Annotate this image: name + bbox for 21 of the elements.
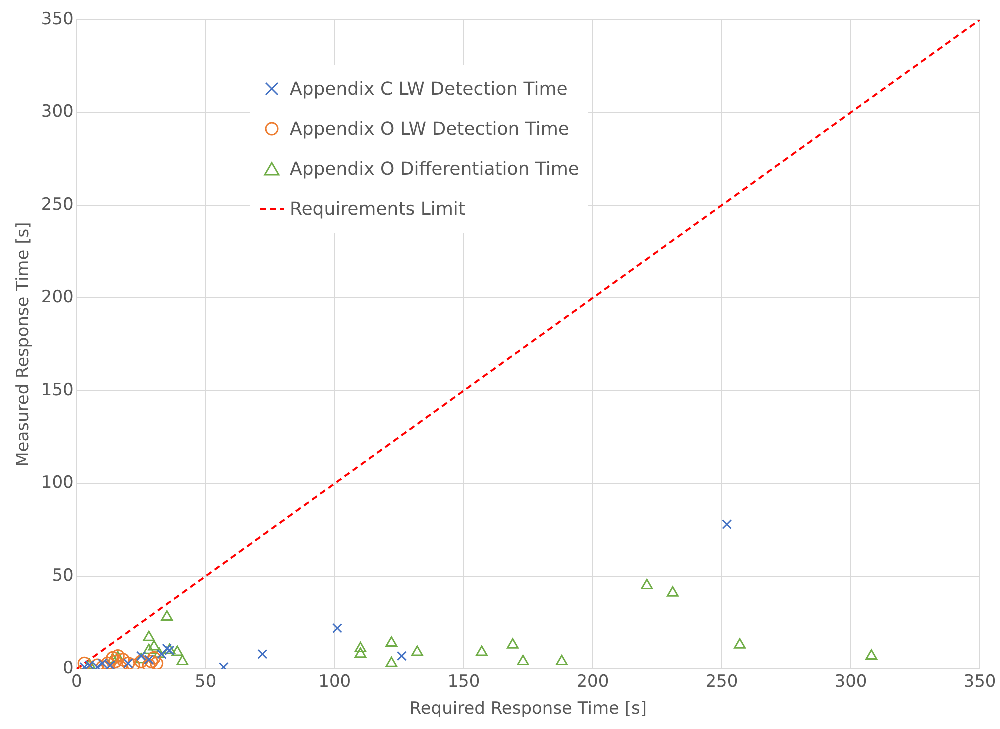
y-axis-title: Measured Response Time [s] xyxy=(14,222,34,467)
x-tick-label: 250 xyxy=(706,672,738,692)
y-tick-label: 150 xyxy=(41,380,74,400)
x-tick-label: 350 xyxy=(964,672,996,692)
legend-label: Requirements Limit xyxy=(290,198,466,220)
x-tick-label: 100 xyxy=(318,672,352,692)
y-tick-label: 250 xyxy=(41,194,74,215)
y-tick-label: 350 xyxy=(41,9,74,30)
legend-label: Appendix O Differentiation Time xyxy=(290,158,580,180)
y-tick-label: 200 xyxy=(41,288,74,308)
x-tick-label: 50 xyxy=(195,672,217,692)
y-tick-label: 50 xyxy=(52,566,74,586)
x-tick-label: 200 xyxy=(576,672,610,692)
y-tick-label: 100 xyxy=(41,473,74,494)
x-tick-label: 150 xyxy=(448,672,480,692)
x-axis-title: Required Response Time [s] xyxy=(410,699,648,720)
legend-label: Appendix O LW Detection Time xyxy=(290,118,570,140)
x-tick-label: 300 xyxy=(834,672,868,692)
y-tick-label: 300 xyxy=(41,102,74,122)
y-tick-label: 0 xyxy=(63,658,74,679)
legend-label: Appendix C LW Detection Time xyxy=(290,78,568,100)
